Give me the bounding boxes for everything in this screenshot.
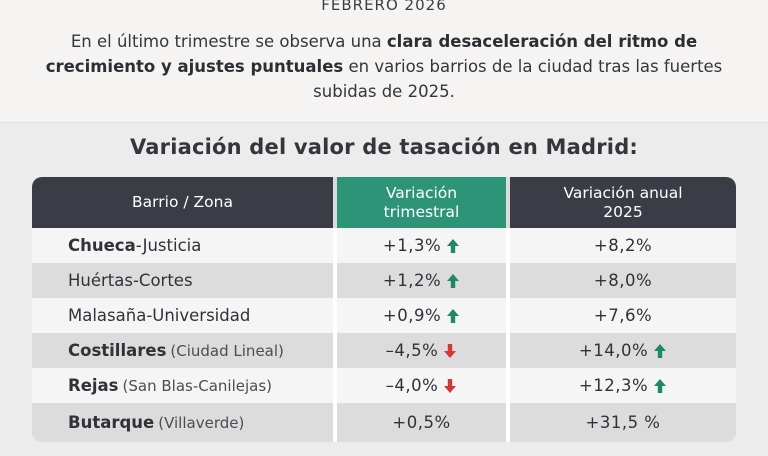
annual-cell: +8,2% xyxy=(510,228,736,263)
zone-name: Rejas xyxy=(68,376,119,395)
column-separator xyxy=(506,228,510,442)
intro-text-start: En el último trimestre se observa una xyxy=(70,32,387,51)
quarterly-cell: –4,0% xyxy=(337,368,506,403)
annual-cell: +8,0% xyxy=(510,263,736,298)
column-header-quarterly-label: Variación trimestral xyxy=(383,183,460,221)
intro-panel: FEBRERO 2026 En el último trimestre se o… xyxy=(0,0,768,123)
arrow-down-icon xyxy=(444,378,457,393)
intro-text-end: en varios barrios de la ciudad tras las … xyxy=(313,57,723,101)
annual-cell: +14,0% xyxy=(510,333,736,368)
column-header-quarterly: Variación trimestral xyxy=(337,177,506,228)
table-row: Costillares (Ciudad Lineal) –4,5% +14,0% xyxy=(32,333,736,368)
zone-name: Costillares xyxy=(68,341,167,360)
quarterly-cell: +1,2% xyxy=(337,263,506,298)
annual-value: +14,0% xyxy=(578,341,649,360)
zone-cell: Huértas-Cortes xyxy=(68,263,333,298)
zone-name: Butarque xyxy=(68,413,155,432)
annual-value: +12,3% xyxy=(578,376,649,395)
arrow-up-icon xyxy=(447,308,460,323)
report-date: FEBRERO 2026 xyxy=(321,0,447,14)
arrow-up-icon xyxy=(654,378,667,393)
quarterly-value: –4,0% xyxy=(385,376,439,395)
zone-cell: Rejas (San Blas-Canilejas) xyxy=(68,368,333,403)
zone-cell: Butarque (Villaverde) xyxy=(68,403,333,442)
zone-cell: Chueca -Justicia xyxy=(68,228,333,263)
district-name: (San Blas-Canilejas) xyxy=(122,376,272,395)
quarterly-value: +0,5% xyxy=(392,413,451,432)
quarterly-cell: +0,5% xyxy=(337,403,506,442)
district-name: (Ciudad Lineal) xyxy=(170,341,284,360)
zone-name-rest: Huértas-Cortes xyxy=(68,271,193,290)
arrow-up-icon xyxy=(447,238,460,253)
annual-cell: +7,6% xyxy=(510,298,736,333)
column-header-annual: Variación anual 2025 xyxy=(510,177,736,228)
annual-value: +31,5 % xyxy=(585,413,661,432)
zone-name-rest: Malasaña-Universidad xyxy=(68,306,251,325)
quarterly-value: +1,3% xyxy=(382,236,442,255)
zone-cell: Costillares (Ciudad Lineal) xyxy=(68,333,333,368)
table-row: Malasaña-Universidad +0,9% +7,6% xyxy=(32,298,736,333)
table-row: Chueca -Justicia +1,3% +8,2% xyxy=(32,228,736,263)
annual-value: +7,6% xyxy=(593,306,653,325)
annual-value: +8,0% xyxy=(593,271,653,290)
annual-value: +8,2% xyxy=(593,236,653,255)
annual-cell: +31,5 % xyxy=(510,403,736,442)
quarterly-cell: +1,3% xyxy=(337,228,506,263)
column-header-annual-label: Variación anual 2025 xyxy=(563,183,683,221)
district-name: (Villaverde) xyxy=(158,413,245,432)
table-title: Variación del valor de tasación en Madri… xyxy=(129,135,639,159)
arrow-up-icon xyxy=(447,273,460,288)
table-row: Butarque (Villaverde) +0,5% +31,5 % xyxy=(32,403,736,442)
arrow-down-icon xyxy=(444,343,457,358)
arrow-up-icon xyxy=(654,343,667,358)
quarterly-cell: –4,5% xyxy=(337,333,506,368)
table-row: Huértas-Cortes +1,2% +8,0% xyxy=(32,263,736,298)
quarterly-value: –4,5% xyxy=(385,341,439,360)
table-row: Rejas (San Blas-Canilejas) –4,0% +12,3% xyxy=(32,368,736,403)
zone-name: Chueca xyxy=(68,236,136,255)
quarterly-value: +1,2% xyxy=(382,271,442,290)
column-separator xyxy=(333,228,337,442)
intro-text-highlight: clara desaceleración del ritmo de crecim… xyxy=(45,32,698,76)
column-header-zone: Barrio / Zona xyxy=(32,177,333,228)
valuation-table: Barrio / Zona Variación trimestral Varia… xyxy=(32,177,736,442)
zone-name-rest: -Justicia xyxy=(135,236,202,255)
quarterly-value: +0,9% xyxy=(382,306,442,325)
quarterly-cell: +0,9% xyxy=(337,298,506,333)
intro-text: En el último trimestre se observa una cl… xyxy=(40,29,728,104)
zone-cell: Malasaña-Universidad xyxy=(68,298,333,333)
annual-cell: +12,3% xyxy=(510,368,736,403)
